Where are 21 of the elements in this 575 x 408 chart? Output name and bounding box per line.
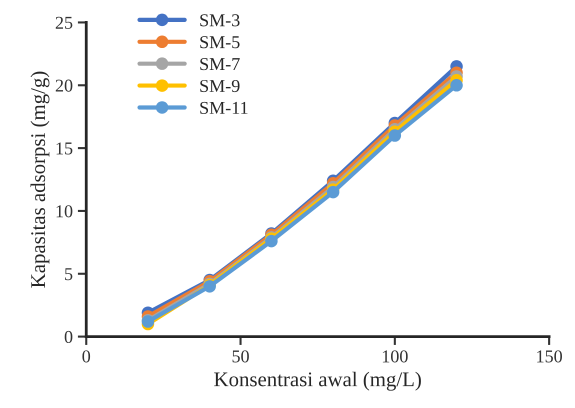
point xyxy=(450,79,463,92)
legend-label: SM-7 xyxy=(200,58,240,70)
point xyxy=(265,234,278,248)
legend-label: SM-11 xyxy=(200,102,248,114)
legend-label: SM-5 xyxy=(200,36,240,48)
x-axis-title: Konsentrasi awal (mg/L) xyxy=(214,372,421,391)
point xyxy=(388,129,402,142)
point xyxy=(326,186,340,198)
x-tick-label: 150 xyxy=(537,350,562,362)
y-tick-label: 10 xyxy=(56,205,72,218)
y-tick-label: 0 xyxy=(64,330,72,344)
x-tick-label: 100 xyxy=(382,350,408,362)
legend-label: SM-3 xyxy=(200,14,240,26)
y-axis-title: Kapasitas adsorpsi (mg/g) xyxy=(30,72,50,288)
x-tick-label: 0 xyxy=(82,350,90,362)
y-tick-label: 25 xyxy=(56,16,72,29)
y-tick-label: 15 xyxy=(56,142,72,155)
y-tick-label: 20 xyxy=(56,80,72,92)
legend-label: SM-9 xyxy=(200,80,240,92)
y-tick-label: 5 xyxy=(65,268,72,280)
x-tick-label: 50 xyxy=(232,350,249,362)
